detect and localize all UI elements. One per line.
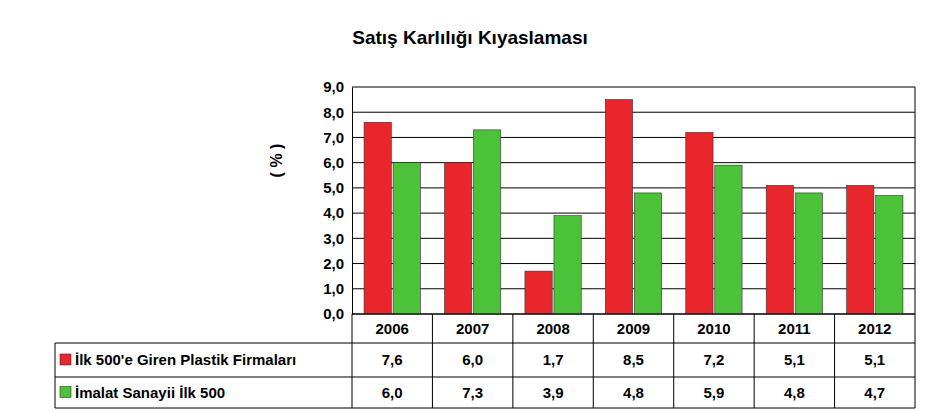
frame	[915, 87, 916, 314]
category-label: 2006	[376, 320, 409, 337]
title: Satış Karlılığı Kıyaslaması	[352, 27, 588, 48]
table-value: 4,7	[864, 384, 885, 401]
bar	[686, 132, 713, 314]
bar	[715, 165, 742, 314]
tick-label: 8,0	[323, 104, 344, 121]
tick-label: 2,0	[323, 255, 344, 272]
tick: 5,0	[323, 179, 352, 196]
tick: 2,0	[323, 255, 352, 272]
bar	[554, 216, 581, 314]
category-label: 2011	[778, 320, 811, 337]
tick: 1,0	[323, 280, 352, 297]
category-label: 2012	[858, 320, 891, 337]
table-value: 5,1	[784, 351, 805, 368]
table-value: 8,5	[623, 351, 644, 368]
tick-label: 6,0	[323, 154, 344, 171]
table-line	[352, 314, 915, 315]
tick: 6,0	[323, 154, 352, 171]
grid	[352, 87, 915, 314]
table-line	[593, 314, 594, 408]
tick: 4,0	[323, 204, 352, 221]
table-line	[754, 314, 755, 408]
series	[393, 130, 903, 314]
tick-label: 9,0	[323, 78, 344, 95]
table-line	[673, 314, 674, 408]
bar	[634, 193, 661, 314]
table-value: 4,8	[623, 384, 644, 401]
bar	[474, 130, 501, 314]
bar	[605, 100, 632, 314]
bar	[795, 193, 822, 314]
grid-line	[352, 137, 915, 138]
grid-line	[352, 238, 915, 239]
grid-line	[352, 112, 915, 113]
table-value: 1,7	[543, 351, 564, 368]
table-value: 6,0	[382, 384, 403, 401]
tick: 9,0	[323, 78, 352, 95]
legend-label: İmalat Sanayii İlk 500	[75, 384, 225, 401]
tick-label: 7,0	[323, 129, 344, 146]
table-line	[915, 314, 916, 408]
grid-line	[352, 187, 915, 188]
y-axis: 0,0 1,0 2,0 3,0 4,0 5,0 6,0 7,0 8,0 9,0	[323, 78, 352, 322]
table-value: 3,9	[543, 384, 564, 401]
table-value: 7,3	[462, 384, 483, 401]
table-line	[834, 314, 835, 408]
series	[364, 100, 874, 314]
table-line	[512, 314, 513, 408]
tick-label: 1,0	[323, 280, 344, 297]
tick: 0,0	[323, 305, 352, 322]
bar	[847, 185, 874, 314]
tick-label: 5,0	[323, 179, 344, 196]
legend-swatch	[60, 387, 71, 398]
legend-label: İlk 500'e Giren Plastik Firmaları	[75, 351, 296, 368]
table-line	[55, 343, 915, 344]
grid-line	[352, 263, 915, 264]
tick: 7,0	[323, 129, 352, 146]
category-label: 2009	[617, 320, 650, 337]
table-value: 6,0	[462, 351, 483, 368]
bar	[364, 122, 391, 314]
chart: Satış Karlılığı Kıyaslaması ( % ) 0,0 1,0 2,…	[0, 0, 937, 411]
category-label: 2008	[536, 320, 569, 337]
grid-line	[352, 314, 915, 315]
bar	[525, 271, 552, 314]
tick: 8,0	[323, 104, 352, 121]
table-value: 5,9	[703, 384, 724, 401]
tick-label: 0,0	[323, 305, 344, 322]
grid-line	[352, 87, 915, 88]
tick-label: 3,0	[323, 230, 344, 247]
table-line	[352, 314, 353, 408]
bar	[444, 163, 471, 314]
category-label: 2010	[697, 320, 730, 337]
category-label: 2007	[456, 320, 489, 337]
grid-line	[352, 288, 915, 289]
tick: 3,0	[323, 230, 352, 247]
tick-label: 4,0	[323, 204, 344, 221]
bars	[364, 100, 903, 314]
table-line	[55, 408, 915, 409]
grid-line	[352, 213, 915, 214]
bar	[766, 185, 793, 314]
table-line	[55, 343, 56, 408]
table-value: 7,6	[382, 351, 403, 368]
table-value: 5,1	[864, 351, 885, 368]
table-line	[55, 377, 915, 378]
data-table: 2006 2007 2008 2009 2010 2011 2012 İlk 500'e Gi…	[55, 314, 915, 408]
table-line	[432, 314, 433, 408]
table-value: 7,2	[703, 351, 724, 368]
legend-swatch	[60, 354, 71, 365]
bar	[393, 163, 420, 314]
axis-line	[352, 88, 353, 315]
y-label: ( % )	[268, 144, 285, 178]
table-value: 4,8	[784, 384, 805, 401]
bar	[876, 195, 903, 314]
grid-line	[352, 162, 915, 163]
